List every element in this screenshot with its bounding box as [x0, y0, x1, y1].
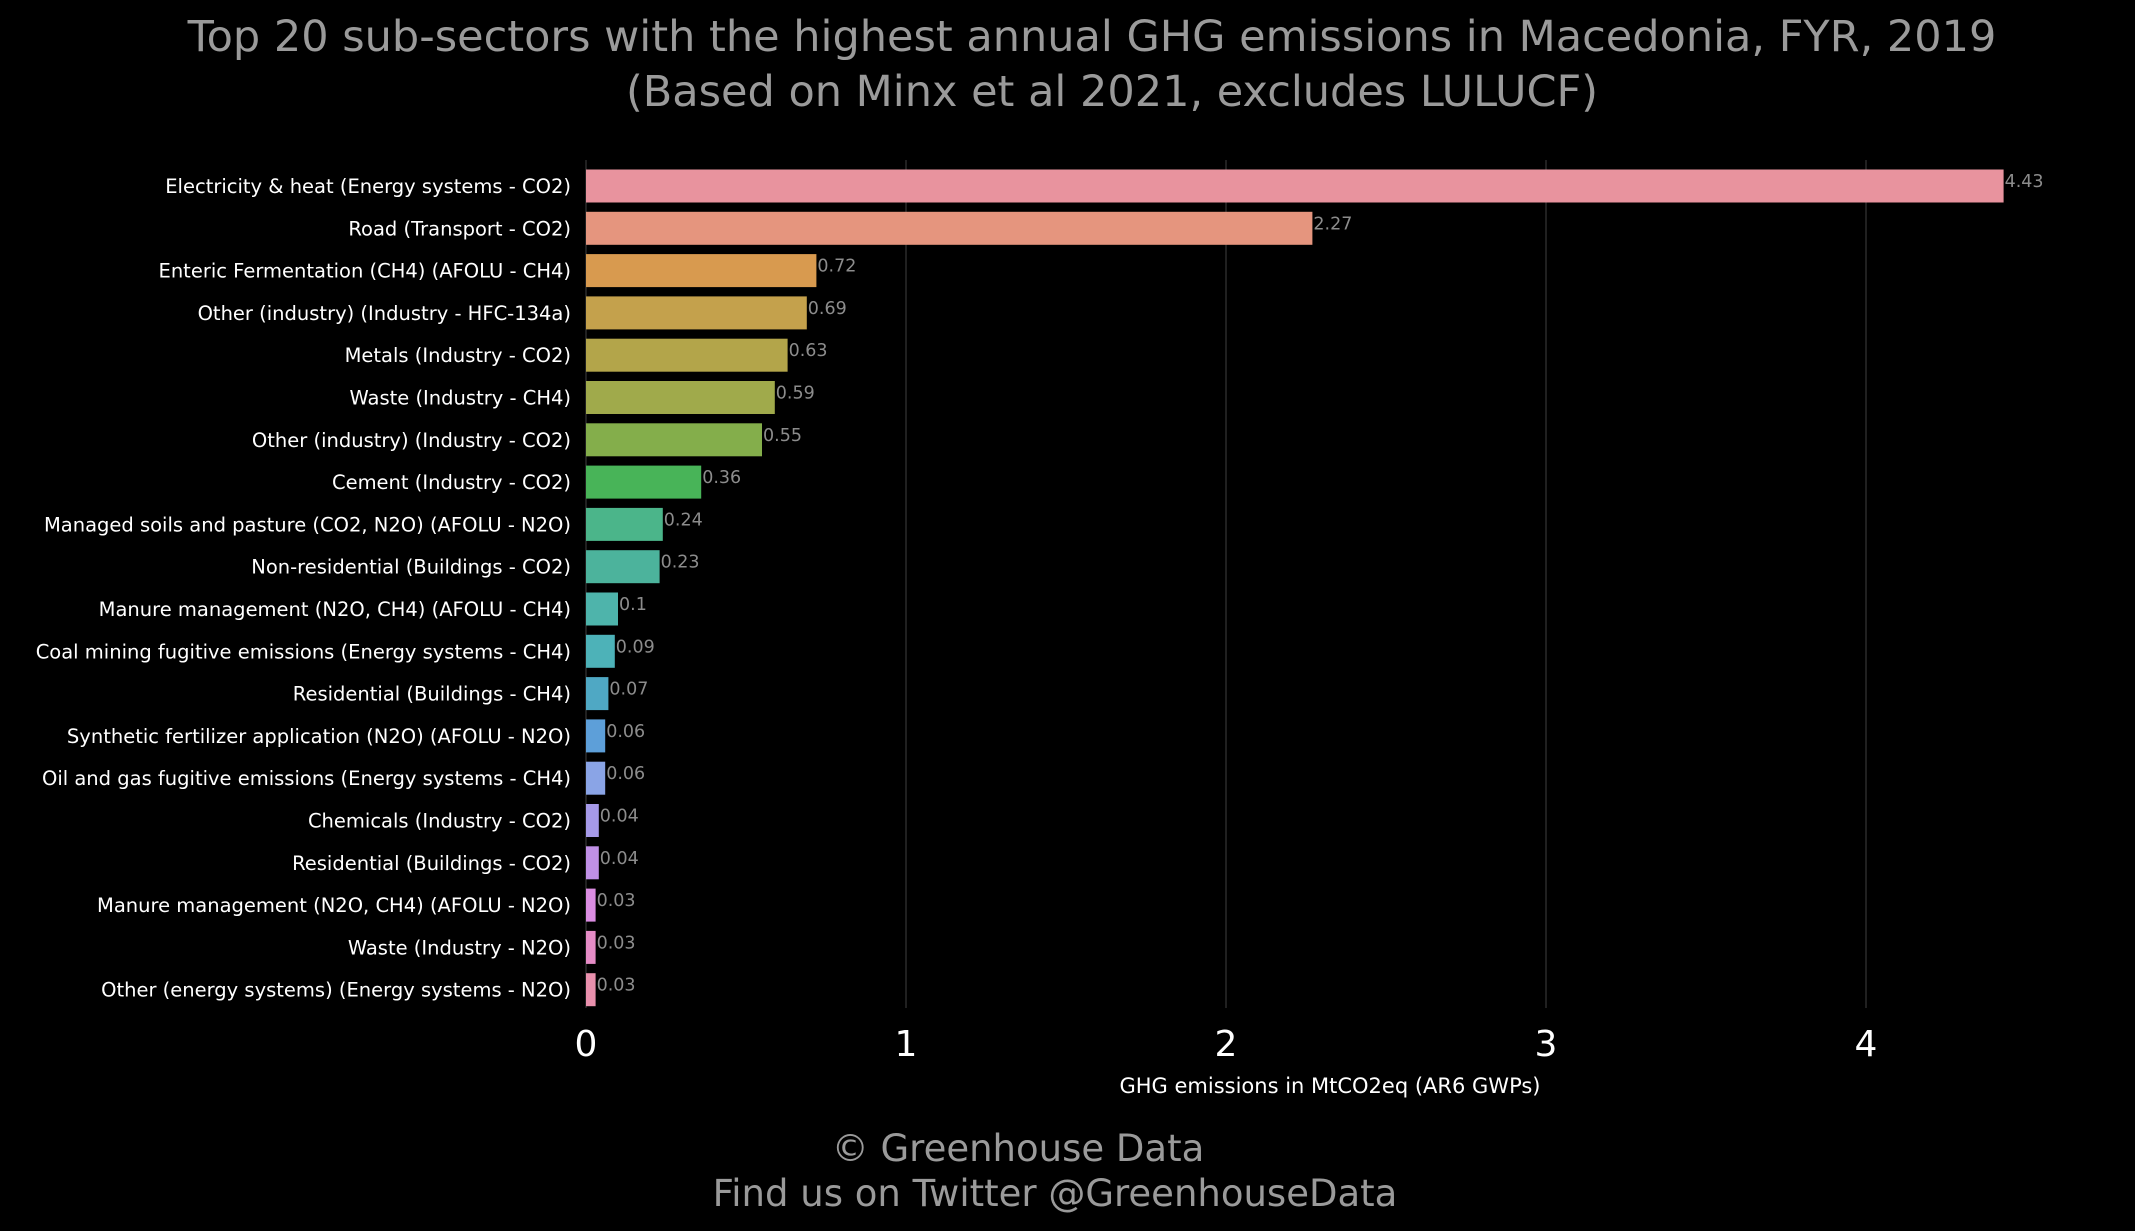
bar — [586, 550, 660, 584]
data-label: 0.04 — [600, 849, 639, 869]
data-label: 4.43 — [2005, 172, 2044, 192]
bar — [586, 677, 609, 711]
category-label: Managed soils and pasture (CO2, N2O) (AF… — [44, 513, 571, 536]
bar — [586, 423, 762, 457]
credit-line-2: Find us on Twitter @GreenhouseData — [713, 1172, 1398, 1215]
x-axis-label: GHG emissions in MtCO2eq (AR6 GWPs) — [1119, 1074, 1540, 1098]
category-labels: Electricity & heat (Energy systems - CO2… — [36, 175, 571, 1002]
data-label: 0.72 — [817, 257, 856, 277]
bar — [586, 254, 817, 288]
bar — [586, 381, 775, 414]
bar — [586, 846, 599, 880]
category-label: Waste (Industry - CH4) — [349, 387, 571, 410]
category-label: Residential (Buildings - CO2) — [292, 852, 571, 875]
data-label: 0.63 — [789, 341, 828, 361]
category-label: Synthetic fertilizer application (N2O) (… — [67, 725, 571, 748]
category-label: Cement (Industry - CO2) — [332, 471, 571, 494]
category-label: Other (industry) (Industry - CO2) — [252, 429, 571, 452]
bars — [586, 169, 2004, 1007]
data-label: 0.59 — [776, 384, 815, 404]
data-label: 0.23 — [661, 553, 700, 573]
data-label: 0.1 — [619, 595, 647, 615]
bar — [586, 888, 596, 922]
data-label: 0.36 — [702, 468, 741, 488]
data-label: 2.27 — [1313, 214, 1352, 234]
bar — [586, 719, 606, 753]
bar — [586, 338, 788, 372]
bar — [586, 592, 618, 626]
data-label: 0.55 — [763, 426, 802, 446]
bar — [586, 804, 599, 837]
x-tick-label: 2 — [1215, 1024, 1238, 1065]
category-label: Manure management (N2O, CH4) (AFOLU - CH… — [99, 598, 571, 621]
bar — [586, 296, 807, 330]
category-label: Manure management (N2O, CH4) (AFOLU - N2… — [97, 894, 571, 917]
data-label: 0.07 — [609, 680, 648, 700]
data-label: 0.69 — [808, 299, 847, 319]
x-tick-label: 0 — [575, 1024, 598, 1065]
category-label: Oil and gas fugitive emissions (Energy s… — [42, 767, 571, 790]
category-label: Other (energy systems) (Energy systems -… — [101, 979, 571, 1002]
category-label: Coal mining fugitive emissions (Energy s… — [36, 640, 571, 663]
category-label: Electricity & heat (Energy systems - CO2… — [165, 175, 571, 198]
bar — [586, 761, 606, 795]
category-label: Residential (Buildings - CH4) — [293, 683, 571, 706]
data-label: 0.06 — [606, 722, 645, 742]
category-label: Waste (Industry - N2O) — [348, 936, 571, 959]
data-label: 0.03 — [597, 976, 636, 996]
data-labels: 4.43 2.27 0.72 0.69 0.63 0.59 0.55 0.36 0.24 0.23… — [597, 172, 2044, 996]
bar — [586, 169, 2004, 203]
x-tick-label: 3 — [1535, 1024, 1558, 1065]
data-label: 0.24 — [664, 510, 703, 530]
chart-title: Top 20 sub-sectors with the highest annu… — [187, 12, 1997, 62]
bar — [586, 930, 596, 964]
x-tick-label: 1 — [895, 1024, 918, 1065]
grid-lines — [585, 160, 1867, 1008]
category-label: Metals (Industry - CO2) — [345, 344, 571, 367]
data-label: 0.03 — [597, 933, 636, 953]
bar — [586, 507, 663, 541]
bar — [586, 211, 1313, 245]
x-axis-ticks: 0 1 2 3 4 — [575, 1024, 1878, 1065]
category-label: Chemicals (Industry - CO2) — [308, 810, 571, 833]
category-label: Enteric Fermentation (CH4) (AFOLU - CH4) — [159, 260, 572, 283]
category-label: Other (industry) (Industry - HFC-134a) — [198, 302, 571, 325]
bar — [586, 973, 596, 1007]
data-label: 0.03 — [597, 891, 636, 911]
category-label: Non-residential (Buildings - CO2) — [251, 556, 571, 579]
data-label: 0.06 — [606, 764, 645, 784]
data-label: 0.09 — [616, 637, 655, 657]
category-label: Road (Transport - CO2) — [348, 217, 571, 240]
credit-line-1: © Greenhouse Data — [832, 1127, 1205, 1170]
chart-subtitle: (Based on Minx et al 2021, excludes LULU… — [626, 67, 1598, 117]
bar — [586, 465, 702, 499]
bar — [586, 634, 615, 668]
data-label: 0.04 — [600, 807, 639, 827]
x-tick-label: 4 — [1855, 1024, 1878, 1065]
